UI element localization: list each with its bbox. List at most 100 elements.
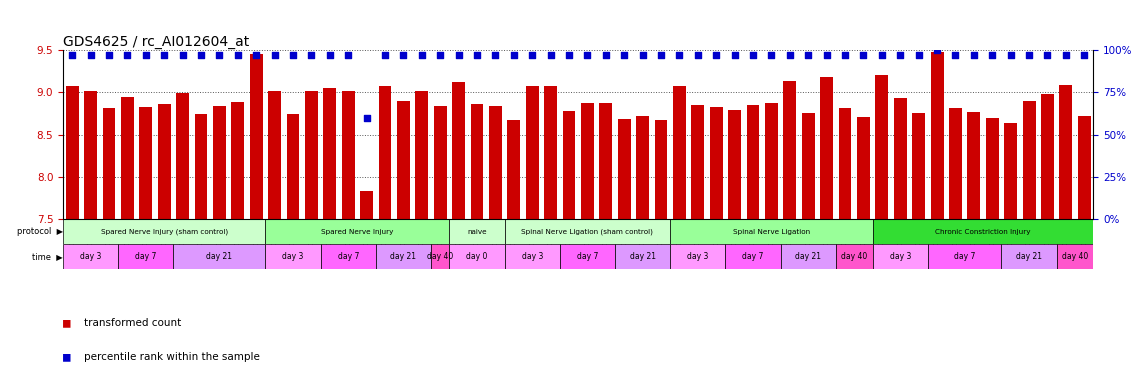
Point <box>505 52 523 58</box>
Bar <box>268 91 281 220</box>
Bar <box>286 114 300 220</box>
Point <box>799 52 818 58</box>
Text: day 40: day 40 <box>1061 252 1088 261</box>
Bar <box>266 220 449 244</box>
Bar <box>416 91 428 220</box>
Text: day 3: day 3 <box>80 252 101 261</box>
Point <box>744 52 763 58</box>
Text: day 3: day 3 <box>521 252 543 261</box>
Bar <box>562 111 576 220</box>
Bar <box>121 96 134 220</box>
Bar <box>1002 244 1057 269</box>
Bar <box>655 120 668 220</box>
Point <box>211 52 229 58</box>
Text: day 21: day 21 <box>390 252 417 261</box>
Bar <box>341 91 355 220</box>
Bar <box>872 220 1093 244</box>
Bar <box>231 102 244 220</box>
Bar <box>434 106 447 220</box>
Bar <box>250 54 262 220</box>
Bar <box>526 86 538 220</box>
Bar <box>856 117 870 220</box>
Bar <box>949 108 962 220</box>
Bar <box>802 113 815 220</box>
Point <box>1057 52 1075 58</box>
Text: day 21: day 21 <box>1016 252 1042 261</box>
Point <box>818 52 836 58</box>
Point <box>63 52 81 58</box>
Point <box>229 52 247 58</box>
Text: day 7: day 7 <box>577 252 598 261</box>
Bar <box>63 220 266 244</box>
Point <box>909 52 927 58</box>
Point <box>708 52 726 58</box>
Point <box>763 52 781 58</box>
Bar <box>637 116 649 220</box>
Text: day 21: day 21 <box>630 252 656 261</box>
Bar <box>692 105 704 220</box>
Bar <box>931 51 943 220</box>
Point <box>155 52 173 58</box>
Point <box>1020 52 1039 58</box>
Point <box>652 52 670 58</box>
Bar <box>1004 123 1017 220</box>
Point <box>339 52 357 58</box>
Point <box>965 52 984 58</box>
Point <box>560 52 578 58</box>
Bar <box>361 192 373 220</box>
Point <box>597 52 615 58</box>
Point <box>302 52 321 58</box>
Text: GDS4625 / rc_AI012604_at: GDS4625 / rc_AI012604_at <box>63 35 250 49</box>
Bar <box>397 101 410 220</box>
Text: day 3: day 3 <box>890 252 911 261</box>
Point <box>836 52 854 58</box>
Bar <box>321 244 376 269</box>
Bar <box>195 114 207 220</box>
Bar <box>449 244 505 269</box>
Bar <box>452 82 465 220</box>
Bar <box>140 107 152 220</box>
Point <box>984 52 1002 58</box>
Bar <box>471 104 483 220</box>
Text: day 0: day 0 <box>466 252 488 261</box>
Point <box>578 52 597 58</box>
Bar <box>670 220 872 244</box>
Bar <box>618 119 631 220</box>
Text: protocol  ▶: protocol ▶ <box>17 227 63 236</box>
Text: transformed count: transformed count <box>84 318 181 328</box>
Bar <box>323 88 337 220</box>
Bar <box>84 91 97 220</box>
Text: day 40: day 40 <box>842 252 868 261</box>
Bar <box>710 107 722 220</box>
Text: Spared Nerve Injury: Spared Nerve Injury <box>322 229 394 235</box>
Bar <box>836 244 872 269</box>
Point <box>781 52 799 58</box>
Point <box>192 52 211 58</box>
Bar <box>820 77 834 220</box>
Text: day 40: day 40 <box>427 252 453 261</box>
Point <box>615 52 633 58</box>
Bar <box>118 244 173 269</box>
Bar <box>376 244 431 269</box>
Bar <box>379 86 392 220</box>
Point <box>872 52 891 58</box>
Point <box>670 52 688 58</box>
Bar <box>1041 94 1053 220</box>
Point <box>633 52 652 58</box>
Bar <box>986 118 998 220</box>
Point <box>247 52 266 58</box>
Bar <box>544 86 558 220</box>
Bar <box>449 220 505 244</box>
Bar <box>913 113 925 220</box>
Bar <box>1022 101 1035 220</box>
Text: naive: naive <box>467 229 487 235</box>
Text: day 7: day 7 <box>742 252 764 261</box>
Bar <box>783 81 796 220</box>
Text: day 3: day 3 <box>687 252 709 261</box>
Point <box>946 52 964 58</box>
Point <box>100 52 118 58</box>
Bar <box>173 244 266 269</box>
Text: percentile rank within the sample: percentile rank within the sample <box>84 352 260 362</box>
Bar <box>1059 85 1073 220</box>
Bar <box>266 244 321 269</box>
